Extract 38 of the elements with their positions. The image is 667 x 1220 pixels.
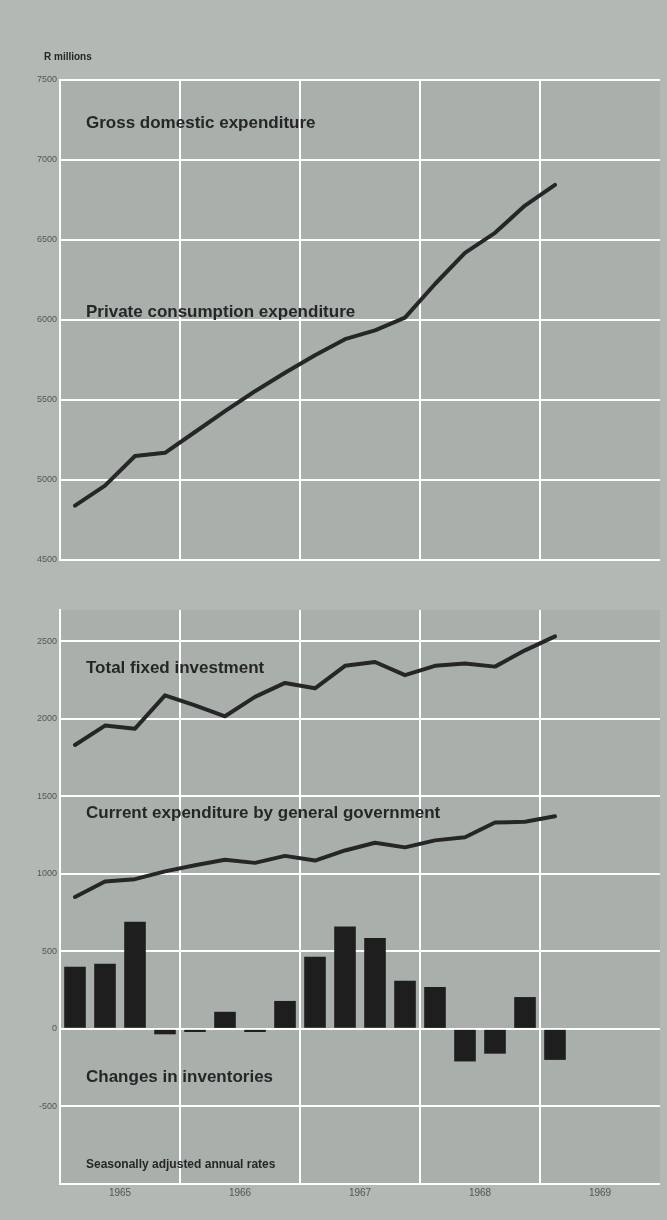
bar <box>214 1011 236 1028</box>
x-tick-label: 1967 <box>348 1186 372 1198</box>
x-tick-label: 1969 <box>588 1186 612 1198</box>
text: Changes in inventories <box>86 1067 274 1087</box>
bar <box>184 1029 206 1032</box>
y-tick-label: 5000 <box>36 474 57 485</box>
y-tick-label: 7000 <box>36 154 57 165</box>
y-tick-label: 1500 <box>36 790 57 801</box>
y-tick-label: 4500 <box>36 554 57 565</box>
bar <box>394 980 416 1028</box>
bar <box>364 938 386 1028</box>
bar <box>484 1029 506 1054</box>
bar <box>544 1029 566 1060</box>
bar <box>154 1029 176 1035</box>
bar <box>64 966 86 1028</box>
y-tick-label: 500 <box>41 945 57 956</box>
y-tick-label: 2000 <box>36 713 57 724</box>
y-axis-title: R millions <box>44 51 93 62</box>
y-tick-label: 5500 <box>36 394 57 405</box>
bar <box>514 997 536 1028</box>
bar <box>124 921 146 1028</box>
y-tick-label: 0 <box>51 1023 57 1034</box>
y-tick-label: 2500 <box>36 635 57 646</box>
x-tick-label: 1966 <box>228 1186 252 1198</box>
x-tick-label: 1965 <box>108 1186 132 1198</box>
y-tick-label: -500 <box>38 1100 57 1111</box>
bar <box>274 1000 296 1028</box>
bar <box>304 956 326 1028</box>
y-tick-label: 1000 <box>36 868 57 879</box>
bar <box>454 1029 476 1062</box>
bar <box>334 926 356 1028</box>
y-tick-label: 6500 <box>36 234 57 245</box>
y-tick-label: 7500 <box>36 74 57 85</box>
bar <box>424 986 446 1028</box>
bar <box>94 963 116 1028</box>
y-tick-label: 6000 <box>36 314 57 325</box>
bar <box>244 1029 266 1032</box>
x-tick-label: 1968 <box>468 1186 492 1198</box>
